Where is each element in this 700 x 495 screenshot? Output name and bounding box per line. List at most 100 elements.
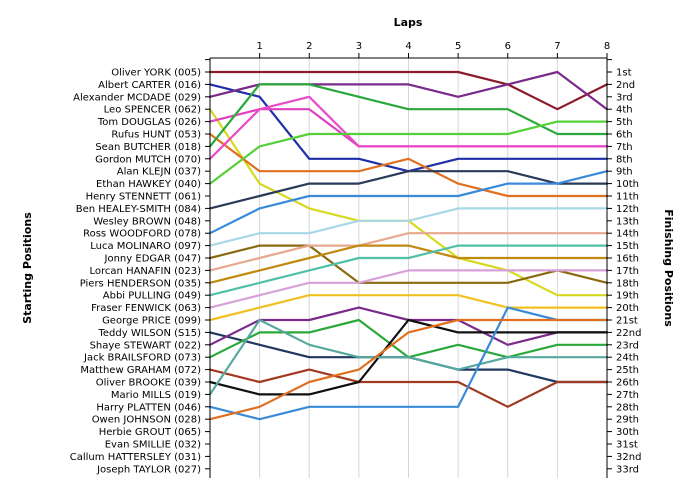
series-line-16 — [208, 244, 609, 297]
finishing-position-label: 12th — [616, 204, 639, 215]
x-tick-label: 1 — [256, 41, 262, 52]
starting-grid-label: Jack BRAILSFORD (073) — [83, 353, 201, 364]
series-line-1 — [208, 70, 609, 111]
series-line-12 — [208, 207, 609, 247]
starting-grid-label: Gordon MUTCH (070) — [95, 154, 201, 165]
starting-grid-label: Fraser FENWICK (063) — [91, 303, 201, 314]
finishing-position-label: 6th — [616, 130, 633, 141]
finishing-position-label: 22nd — [616, 328, 641, 339]
series-line-14 — [208, 232, 609, 272]
starting-grid-label: Herbie GROUT (065) — [99, 427, 201, 438]
finishing-position-label: 23rd — [616, 340, 639, 351]
series-line-8 — [208, 95, 609, 160]
finishing-position-label: 5th — [616, 117, 633, 128]
axes: 1 2 3 4 5 6 7 8 — [205, 41, 612, 478]
finishing-position-label: 19th — [616, 291, 639, 302]
finishing-position-label: 1st — [616, 68, 632, 79]
finishing-position-labels: 1st2nd3rd4th5th6th7th8th9th10th11th12th1… — [616, 68, 641, 476]
series-line-23 — [208, 318, 609, 396]
series-line-26 — [208, 318, 609, 421]
x-tick-label: 6 — [505, 41, 511, 52]
starting-grid-label: Luca MOLINARO (097) — [90, 241, 201, 252]
starting-grid-label: Owen JOHNSON (028) — [92, 415, 201, 426]
finishing-position-label: 16th — [616, 254, 639, 265]
finishing-position-label: 3rd — [616, 92, 633, 103]
finishing-position-label: 30th — [616, 427, 639, 438]
finishing-position-label: 4th — [616, 105, 633, 116]
y-axis-title-left: Starting Positions — [21, 212, 34, 324]
starting-grid-label: Callum HATTERSLEY (031) — [70, 452, 201, 463]
starting-grid-label: Alexander MCDADE (029) — [73, 92, 201, 103]
starting-grid-label: Wesley BROWN (048) — [93, 216, 201, 227]
finishing-position-label: 29th — [616, 415, 639, 426]
starting-grid-label: Joseph TAYLOR (027) — [96, 464, 201, 475]
starting-grid-label: Matthew GRAHAM (072) — [80, 365, 201, 376]
starting-grid-label: Lorcan HANAFIN (023) — [90, 266, 202, 277]
x-axis-title: Laps — [394, 16, 423, 29]
series-line-9 — [208, 120, 609, 185]
starting-grid-label: Evan SMILLIE (032) — [105, 440, 201, 451]
x-tick-label: 8 — [604, 41, 610, 52]
starting-grid-label: Tom DOUGLAS (026) — [97, 117, 201, 128]
starting-grid-label: Harry PLATTEN (046) — [96, 402, 201, 413]
finishing-position-label: 21st — [616, 316, 638, 327]
finishing-position-label: 33rd — [616, 464, 639, 475]
starting-grid-label: Sean BUTCHER (018) — [95, 142, 201, 153]
starting-grid-label: Rufus HUNT (053) — [111, 130, 201, 141]
x-tick-label: 3 — [356, 41, 362, 52]
starting-grid-label: Piers HENDERSON (035) — [80, 278, 201, 289]
starting-grid-label: Oliver BROOKE (039) — [96, 378, 201, 389]
finishing-position-label: 13th — [616, 216, 639, 227]
finishing-position-label: 15th — [616, 241, 639, 252]
starting-grid-label: Mario MILLS (019) — [111, 390, 201, 401]
starting-grid-label: Abbi PULLING (049) — [103, 291, 201, 302]
series-line-24 — [208, 318, 609, 396]
finishing-position-label: 14th — [616, 229, 639, 240]
starting-grid-label: Leo SPENCER (062) — [104, 105, 201, 116]
starting-grid-labels: Oliver YORK (005)Albert CARTER (016)Alex… — [70, 68, 201, 476]
starting-grid-label: Shaye STEWART (022) — [90, 340, 202, 351]
x-tick-label: 4 — [405, 41, 411, 52]
finishing-position-label: 17th — [616, 266, 639, 277]
finishing-position-label: 31st — [616, 440, 638, 451]
finishing-position-label: 11th — [616, 192, 639, 203]
series-line-6 — [208, 132, 609, 198]
y-axis-title-right: Finishing Positions — [662, 209, 675, 327]
x-tick-label: 5 — [455, 41, 461, 52]
finishing-position-label: 26th — [616, 378, 639, 389]
finishing-position-label: 8th — [616, 154, 633, 165]
series-lines — [208, 70, 609, 421]
series-line-22 — [208, 368, 609, 408]
starting-grid-label: Henry STENNETT (061) — [86, 192, 201, 203]
starting-grid-label: Albert CARTER (016) — [98, 80, 201, 91]
finishing-position-label: 24th — [616, 353, 639, 364]
starting-grid-label: Teddy WILSON (S15) — [97, 328, 201, 339]
starting-grid-label: Ben HEALEY-SMITH (084) — [76, 204, 201, 215]
lap-gridlines — [259, 58, 608, 478]
starting-grid-label: Jonny EDGAR (047) — [104, 254, 202, 265]
finishing-position-label: 25th — [616, 365, 639, 376]
finishing-position-label: 2nd — [616, 80, 635, 91]
series-line-10 — [208, 170, 609, 210]
finishing-position-label: 18th — [616, 278, 639, 289]
series-line-25 — [208, 306, 609, 421]
series-line-11 — [208, 170, 609, 235]
series-line-17 — [208, 269, 609, 309]
starting-grid-label: Ethan HAWKEY (040) — [96, 179, 201, 190]
finishing-position-label: 10th — [616, 179, 639, 190]
starting-grid-label: George PRICE (099) — [102, 316, 201, 327]
series-line-13 — [208, 244, 609, 284]
series-line-15 — [208, 244, 609, 284]
finishing-position-label: 20th — [616, 303, 639, 314]
x-tick-label: 2 — [306, 41, 312, 52]
finishing-position-label: 32nd — [616, 452, 641, 463]
series-line-18 — [208, 294, 609, 322]
x-tick-label: 7 — [554, 41, 560, 52]
finishing-position-label: 9th — [616, 167, 633, 178]
finishing-position-label: 7th — [616, 142, 633, 153]
starting-grid-label: Ross WOODFORD (078) — [83, 229, 201, 240]
starting-grid-label: Alan KLEJN (037) — [117, 167, 201, 178]
finishing-position-label: 27th — [616, 390, 639, 401]
starting-grid-label: Oliver YORK (005) — [111, 68, 201, 79]
